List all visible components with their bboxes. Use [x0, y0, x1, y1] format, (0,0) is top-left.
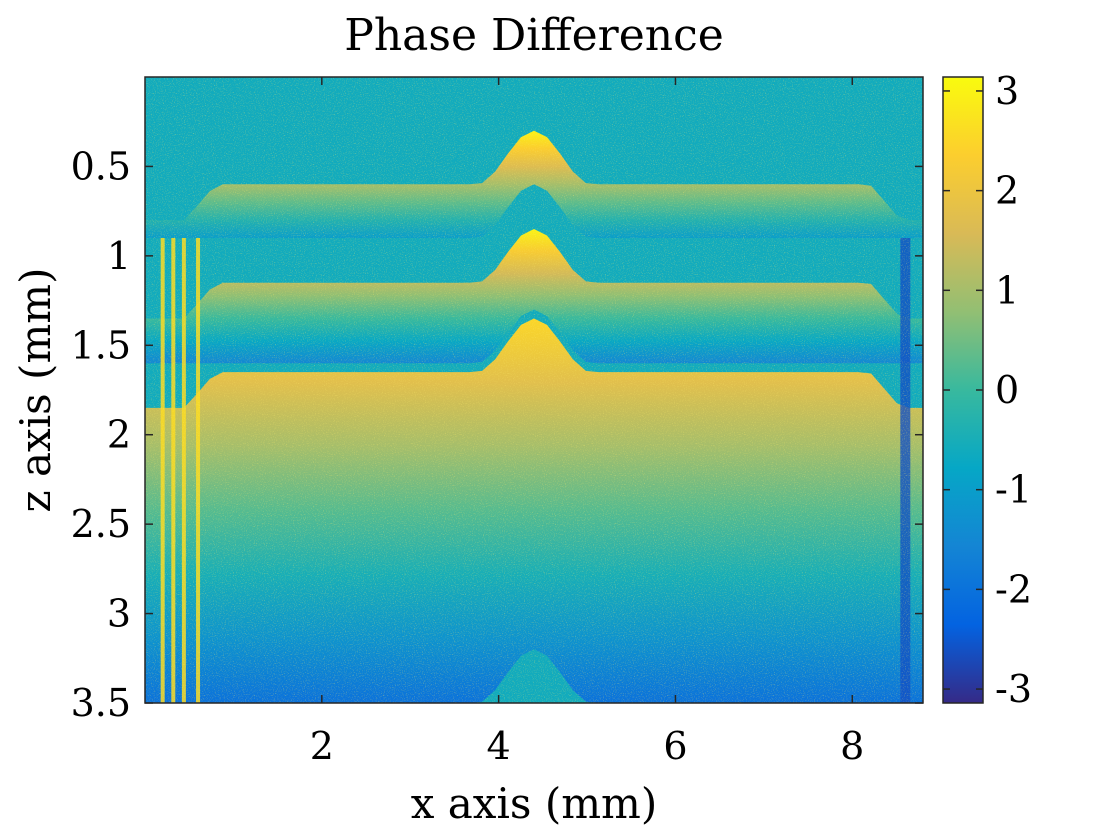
y-tick-label: 1 [107, 234, 131, 278]
colorbar-tick-label: -3 [995, 667, 1032, 711]
plot-frame [144, 76, 924, 704]
x-axis-ticks: 2 4 6 8 [310, 77, 864, 768]
colorbar-tick-label: 1 [995, 268, 1019, 312]
y-tick-label: 3.5 [71, 681, 131, 725]
x-axis-label: x axis (mm) [411, 779, 658, 828]
colorbar-tick-label: -1 [995, 468, 1032, 512]
x-tick-label: 8 [840, 724, 864, 768]
y-axis-label: z axis (mm) [11, 268, 60, 513]
y-tick-label: 0.5 [71, 144, 131, 188]
x-tick-label: 4 [487, 724, 511, 768]
y-axis-ticks: 0.5 1 1.5 2 2.5 3 3.5 [71, 144, 923, 725]
colorbar-tick-label: 3 [995, 69, 1019, 113]
colorbar-tick-label: 2 [995, 169, 1019, 213]
colorbar-ticks: 3 2 1 0 -1 -2 -3 [943, 69, 1032, 711]
y-tick-label: 2 [107, 413, 131, 457]
x-tick-label: 2 [310, 724, 334, 768]
y-tick-label: 2.5 [71, 502, 131, 546]
y-tick-label: 3 [107, 592, 131, 636]
y-tick-label: 1.5 [71, 323, 131, 367]
heatmap [145, 77, 923, 703]
noise-overlay [145, 77, 923, 703]
x-tick-label: 6 [663, 724, 687, 768]
chart-title: Phase Difference [344, 10, 724, 61]
colorbar-tick-label: 0 [995, 368, 1019, 412]
colorbar-tick-label: -2 [995, 567, 1032, 611]
